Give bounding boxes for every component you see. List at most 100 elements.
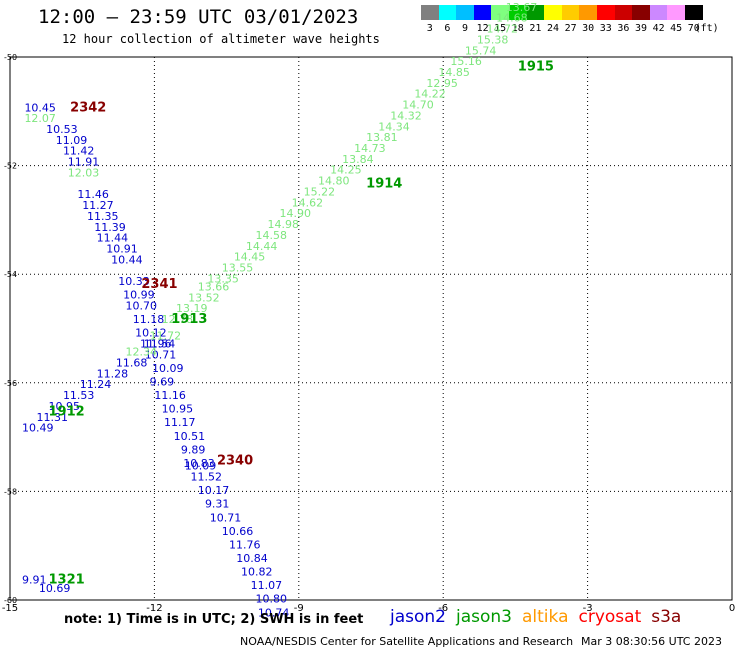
swh-value-label: 11.44 [97,232,129,245]
swh-value-label: 11.16 [154,389,186,402]
swh-value-label: 9.31 [205,498,230,511]
x-tick-label: 0 [729,603,735,614]
x-tick-label: -6 [438,603,448,614]
swh-value-label: 13.67 [506,1,537,14]
swh-value-label: 10.66 [222,525,254,538]
swh-value-label: 14.80 [318,175,350,188]
x-tick-label: -9 [294,603,304,614]
swh-value-label: 11.42 [63,145,95,158]
swh-value-label: 12.78 [162,313,194,326]
color-scale-cell [473,5,492,20]
swh-value-label: 14.44 [246,240,278,253]
swh-value-label: 10.80 [255,593,286,606]
swh-value-label: 11.68 [116,357,148,370]
color-scale-label: 30 [582,23,595,34]
color-scale-unit: (ft) [694,23,719,34]
color-scale-label: 12 [476,23,489,34]
swh-value-label: 10.33 [118,275,150,288]
color-scale-cell [544,5,563,20]
swh-value-label: 11.46 [77,188,109,201]
swh-value-label: 10.51 [174,430,206,443]
swh-value-label: 9.69 [150,376,175,389]
swh-value-label: 14.45 [234,251,266,264]
swh-value-label: 13.84 [342,153,374,166]
pass-time-label: 1915 [518,60,554,75]
swh-value-label: 10.49 [22,422,54,435]
color-scale-cell [614,5,633,20]
swh-value-label: 11.54 [144,338,176,351]
swh-value-label: 14.22 [414,88,446,101]
swh-value-label: 10.83 [183,457,215,470]
swh-value-label: 14.72 [487,23,519,36]
swh-value-label: 10.70 [126,299,157,312]
color-scale-label: 36 [617,23,630,34]
legend-entry-s3a: s3a [651,607,682,627]
pass-time-label: 2341 [141,277,177,292]
pass-time-label: 1321 [49,573,85,588]
pass-time-label: 2342 [70,100,106,115]
footer-note: note: 1) Time is in UTC; 2) SWH is in fe… [64,612,364,627]
swh-value-label: 13.35 [207,272,239,285]
swh-value-label: 10.17 [198,484,230,497]
swh-value-label: 9.89 [181,443,206,456]
color-scale-cell [632,5,651,20]
color-scale-label: 70 [687,23,700,34]
swh-value-label: 14.62 [292,196,324,209]
swh-value-label: 10.53 [46,123,78,136]
swh-value-label: 10.69 [39,582,71,595]
swh-value-label: 14.73 [354,142,386,155]
swh-value-label: 14.32 [390,109,422,122]
swh-value-label: 14.68 [496,12,528,25]
color-scale-cell [456,5,475,20]
pass-time-label: 1913 [171,312,207,327]
swh-value-label: 13.81 [366,131,398,144]
pass-time-label: 1912 [49,404,85,419]
swh-value-label: 11.91 [68,156,100,169]
swh-value-label: 10.82 [241,566,272,579]
swh-value-label: 15.55 [513,0,545,3]
swh-value-label: 10.95 [162,403,194,416]
generated-timestamp: Mar 3 08:30:56 UTC 2023 [581,635,722,648]
color-scale-cell [667,5,686,20]
color-scale-cell [491,5,510,20]
color-scale-cell [649,5,668,20]
swh-value-label: 11.28 [97,367,129,380]
swh-value-label: 13.52 [188,291,220,304]
swh-value-label: 11.52 [191,471,223,484]
swh-value-label: 11.53 [63,389,95,402]
chart-title: 12:00 – 23:59 UTC 03/01/2023 [38,6,359,28]
swh-value-label: 11.72 [150,329,182,342]
swh-value-label: 11.96 [140,338,172,351]
x-tick-label: -15 [2,603,18,614]
swh-value-label: 14.58 [255,229,286,242]
swh-value-label: 11.39 [94,221,126,234]
legend-entry-altika: altika [522,607,569,627]
swh-value-label: 10.99 [123,289,155,302]
color-scale-label: 24 [546,23,560,34]
color-scale-cell [685,5,704,20]
swh-value-label: 15.22 [304,185,336,198]
swh-value-label: 13.55 [222,261,254,274]
swh-value-label: 10.71 [210,511,242,524]
swh-value-label: 12.03 [68,166,100,179]
swh-value-label: 14.98 [268,218,300,231]
swh-value-label: 10.74 [258,606,290,619]
legend-entry-jason2: jason2 [390,607,446,627]
swh-value-label: 12.34 [126,346,157,359]
swh-value-label: 10.12 [135,327,167,340]
pass-time-label: 2340 [217,453,253,468]
color-scale-label: 27 [564,23,577,34]
color-scale-label: 45 [670,23,683,34]
swh-value-label: 10.91 [106,242,137,255]
swh-value-label: 11.35 [87,210,119,223]
swh-value-label: 15.16 [450,55,482,68]
color-scale-cell [421,5,440,20]
swh-value-label: 14.34 [378,120,410,133]
swh-value-label: 14.70 [402,99,434,112]
swh-value-label: 11.18 [133,313,165,326]
color-scale-cell [561,5,580,20]
color-scale-label: 33 [599,23,612,34]
swh-value-label: 13.66 [198,280,230,293]
swh-value-label: 10.45 [24,101,56,114]
